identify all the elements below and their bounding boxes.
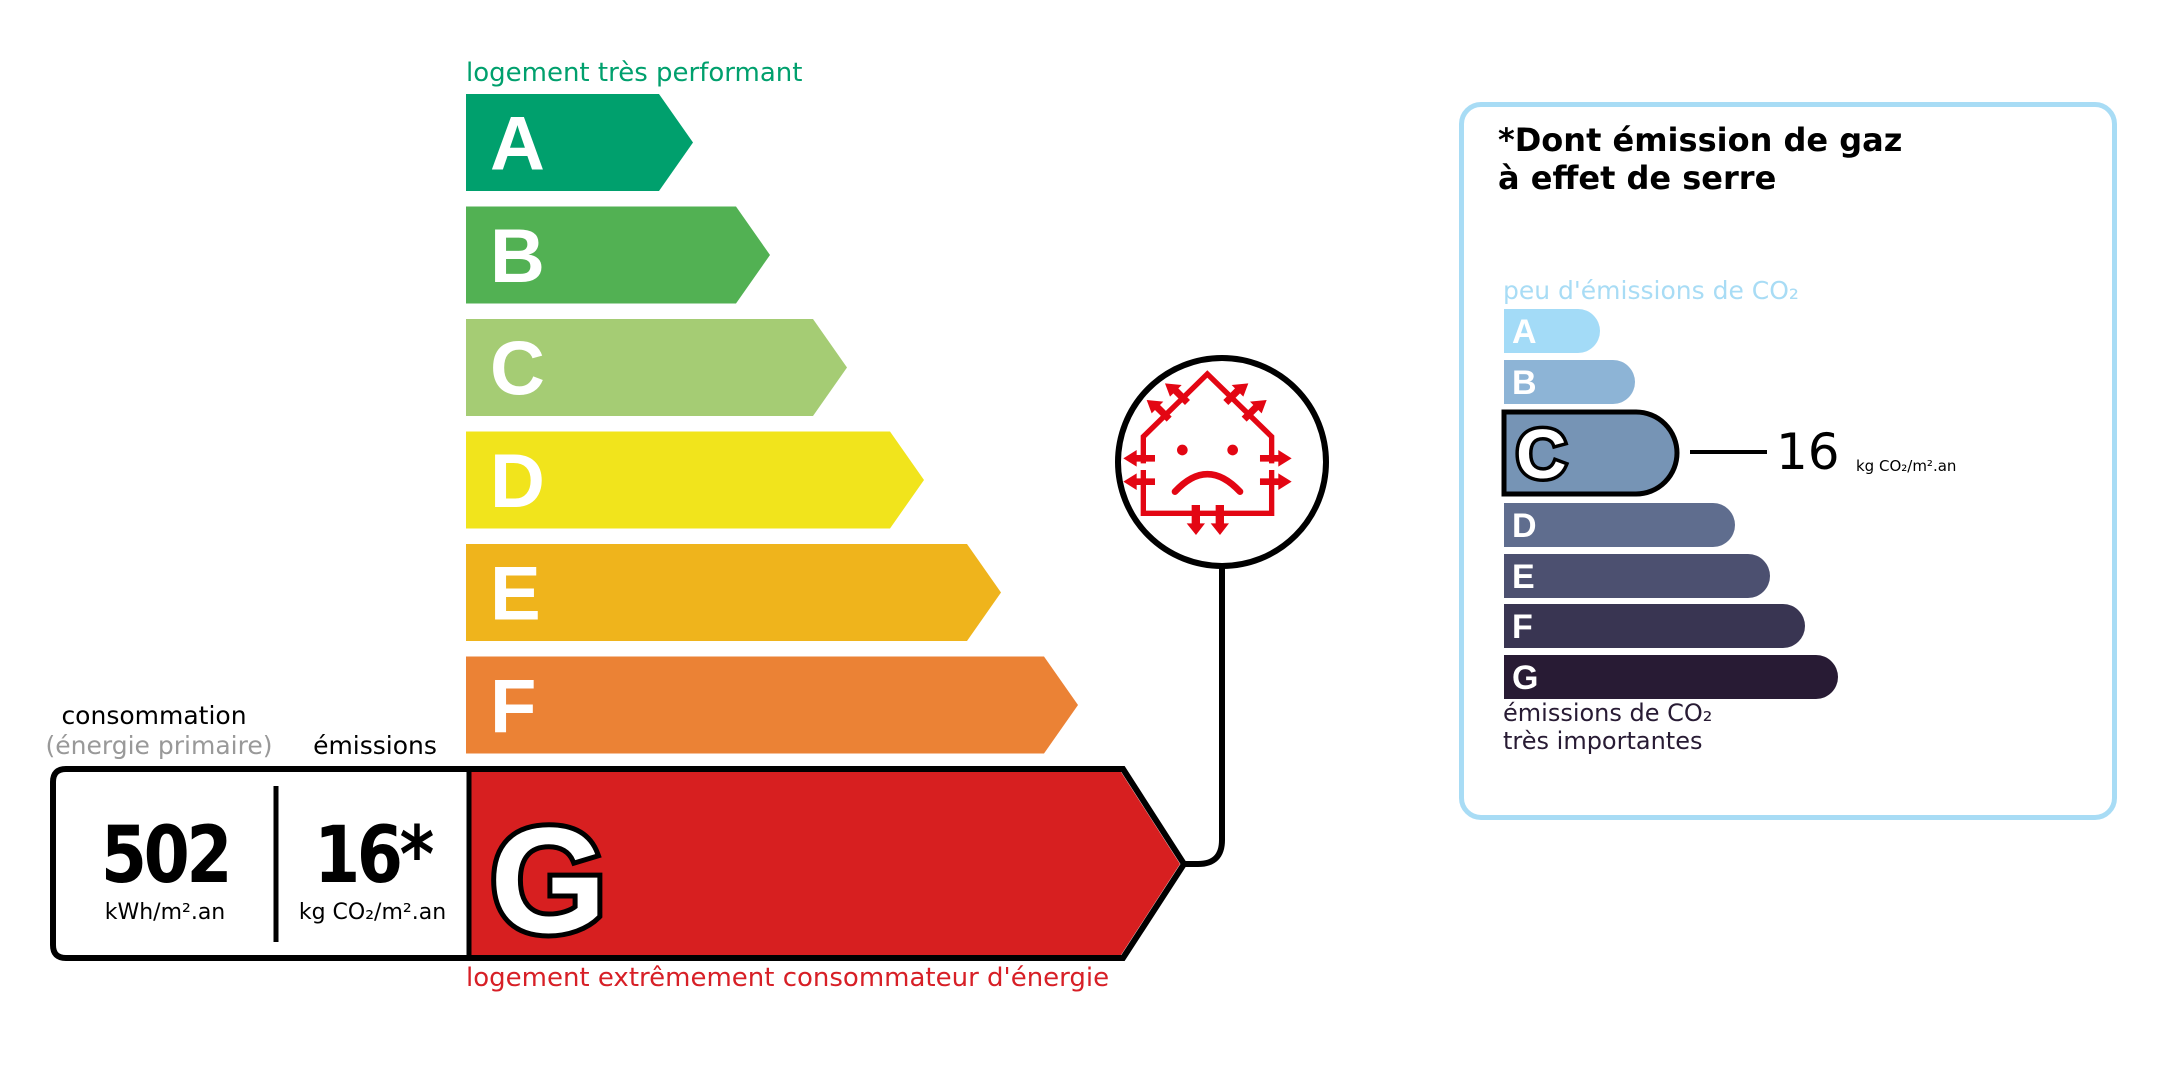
- ges-bar-e: [1504, 554, 1770, 598]
- ges-bar-c: [1501, 409, 1680, 497]
- bar-e: [466, 544, 1001, 641]
- ges-bar-b: [1504, 360, 1635, 404]
- bottom-caption: logement extrêmement consommateur d'éner…: [466, 963, 1110, 993]
- ges-bar-a: [1504, 309, 1600, 353]
- bar-b: [466, 206, 770, 304]
- bar-a: [466, 94, 693, 191]
- ges-bar-f-letter: F: [1512, 608, 1533, 646]
- ges-bar-g: [1504, 655, 1838, 699]
- ges-unit: kg CO₂/m².an: [1856, 457, 1957, 475]
- ges-panel: [1459, 102, 2117, 820]
- ges-bar-g-letter: G: [1512, 659, 1538, 697]
- bar-g-letter: G: [490, 796, 607, 964]
- ges-bar-d: [1504, 503, 1735, 547]
- bar-d: [466, 431, 924, 529]
- ges-bar-d-letter: D: [1512, 507, 1537, 545]
- emissions-value: 16*: [314, 811, 434, 901]
- bar-g: [469, 772, 1180, 955]
- bar-b-letter: B: [490, 214, 545, 299]
- ges-bar-b-letter: B: [1512, 364, 1537, 402]
- bar-e-letter: E: [490, 552, 541, 637]
- bar-d-letter: D: [490, 439, 545, 524]
- bar-c-letter: C: [490, 327, 545, 412]
- ges-bottom-caption-line1: émissions de CO₂: [1503, 699, 1713, 727]
- ges-bar-f: [1504, 604, 1805, 648]
- emissions-unit: kg CO₂/m².an: [298, 900, 447, 925]
- bar-f: [466, 656, 1078, 754]
- ges-title-line1: *Dont émission de gaz: [1498, 121, 1903, 159]
- ges-title-line2: à effet de serre: [1498, 159, 1777, 197]
- ges-bar-c-letter: C: [1516, 415, 1567, 493]
- consumption-header: consommation: [61, 701, 247, 730]
- ges-bar-a-letter: A: [1512, 313, 1537, 351]
- consumption-unit: kWh/m².an: [104, 900, 226, 925]
- ges-top-caption: peu d'émissions de CO₂: [1503, 276, 1799, 305]
- icon-connector: [1184, 567, 1225, 867]
- ges-bottom-caption-line2: très importantes: [1503, 727, 1703, 755]
- emissions-header: émissions: [313, 731, 437, 760]
- consumption-value: 502: [100, 811, 233, 901]
- ges-bar-e-letter: E: [1512, 558, 1535, 596]
- ges-value: 16: [1776, 423, 1840, 481]
- top-caption: logement très performant: [466, 58, 803, 88]
- house-heat-loss-sad-face-icon: [1123, 370, 1292, 535]
- bar-f-letter: F: [490, 664, 536, 749]
- bar-c: [466, 319, 847, 416]
- bar-a-letter: A: [490, 102, 545, 187]
- consumption-subheader: (énergie primaire): [45, 731, 273, 760]
